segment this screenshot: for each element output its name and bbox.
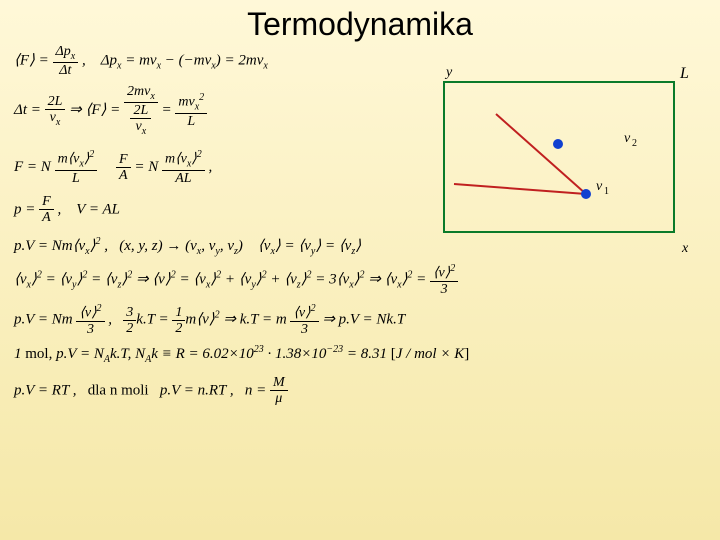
- equations-block: ⟨F⟩ = ΔpxΔt , Δpx = mvx − (−mvx) = 2mvx …: [14, 44, 469, 412]
- point-v1: [581, 189, 591, 199]
- eq-line2: Δt = 2Lvx ⇒ ⟨F⟩ = 2mvx 2Lvx = mvx2L: [14, 84, 469, 137]
- eq-line4: p = FA , V = AL: [14, 194, 469, 226]
- eq-line6: ⟨vx⟩2 = ⟨vy⟩2 = ⟨vz⟩2 ⇒ ⟨v⟩2 = ⟨vx⟩2 + ⟨…: [14, 263, 469, 297]
- v2-sub: 2: [632, 138, 637, 149]
- box-label: L: [679, 65, 689, 82]
- page-title: Termodynamika: [0, 0, 720, 43]
- eq-line5: p.V = Nm⟨vx⟩2 , (x, y, z) → (vx, vy, vz)…: [14, 236, 469, 257]
- eq-line1: ⟨F⟩ = ΔpxΔt , Δpx = mvx − (−mvx) = 2mvx: [14, 44, 469, 78]
- eq-line3: F = N m⟨vx⟩2L FA = N m⟨vx⟩2AL ,: [14, 149, 469, 186]
- box-rect: [444, 82, 674, 232]
- axis-x-label: x: [681, 241, 689, 256]
- path-in: [454, 184, 586, 194]
- path-out: [496, 114, 586, 194]
- collision-diagram: y L v 1 v 2 x: [436, 64, 696, 264]
- eq-line7: p.V = Nm ⟨v⟩23 , 32k.T = 12m⟨v⟩2 ⇒ k.T =…: [14, 303, 469, 337]
- v1-sub: 1: [604, 186, 609, 197]
- eq-line9: p.V = RT , dla n moli p.V = n.RT , n = M…: [14, 375, 469, 407]
- v1-label: v: [596, 179, 603, 194]
- eq-line8: 1 mol, p.V = NAk.T, NAk ≡ R = 6.02×1023 …: [14, 344, 469, 365]
- point-v2: [553, 139, 563, 149]
- v2-label: v: [624, 131, 631, 146]
- axis-y-label: y: [444, 65, 453, 80]
